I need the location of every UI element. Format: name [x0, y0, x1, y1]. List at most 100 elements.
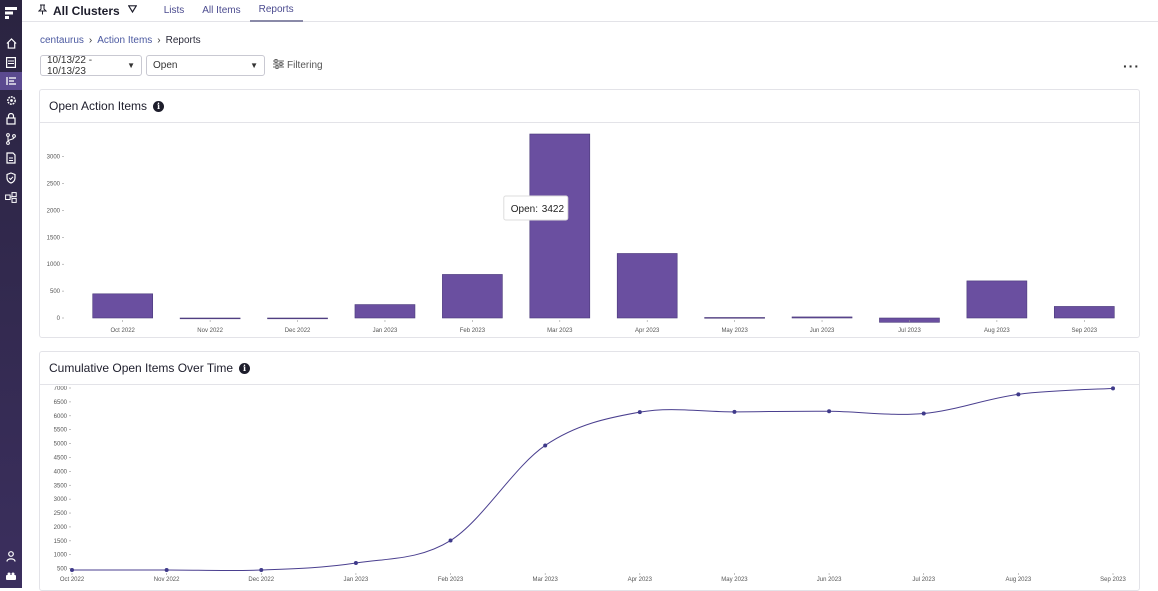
x-tick-label: Dec 2022	[248, 577, 274, 583]
info-icon[interactable]: i	[239, 362, 251, 374]
y-tick-label: 1500	[47, 235, 61, 241]
bar	[791, 316, 853, 319]
y-tick-label: 1000	[54, 553, 68, 559]
shield-icon[interactable]	[4, 171, 18, 185]
info-icon[interactable]: i	[153, 100, 165, 112]
data-point	[164, 568, 169, 572]
team-icon[interactable]	[4, 569, 18, 583]
line-chart-title: Cumulative Open Items Over Time	[49, 361, 234, 375]
y-tick-label: 0	[57, 316, 61, 322]
x-tick-label: Aug 2023	[984, 328, 1010, 334]
x-tick-label: Oct 2022	[60, 577, 85, 583]
settings-icon[interactable]	[4, 93, 18, 107]
data-point	[70, 568, 74, 572]
branch-icon[interactable]	[4, 132, 18, 146]
top-bar: All Clusters Lists All Items Reports	[22, 0, 1158, 22]
bar	[616, 253, 678, 319]
cluster-label: All Clusters	[53, 3, 120, 18]
data-point	[637, 410, 642, 415]
open-action-items-card: Open Action Items i 0 500 1000 1500 2000 2500…	[39, 89, 1140, 338]
card-title: Cumulative Open Items Over Time i	[40, 352, 1139, 385]
x-tick-label: Mar 2023	[533, 577, 559, 583]
y-tick-label: 5000	[54, 442, 68, 448]
bar	[267, 317, 328, 320]
tab-bar: Lists All Items Reports	[155, 0, 303, 22]
filtering-button[interactable]: Filtering	[273, 59, 323, 72]
data-point	[543, 443, 548, 448]
y-tick-label: 1500	[54, 539, 68, 545]
list-icon[interactable]	[4, 55, 18, 69]
data-point	[1111, 386, 1115, 391]
breadcrumb: centaurus › Action Items › Reports	[40, 35, 201, 46]
y-tick-label: 1000	[47, 262, 61, 268]
x-tick-label: Apr 2023	[635, 328, 660, 334]
x-tick-label: Nov 2022	[154, 577, 180, 583]
tab-all-items[interactable]: All Items	[202, 5, 241, 16]
bar	[966, 280, 1028, 319]
logo-icon[interactable]	[4, 6, 18, 20]
tab-reports[interactable]: Reports	[249, 0, 303, 22]
bar	[442, 274, 503, 319]
home-icon[interactable]	[4, 36, 18, 50]
caret-down-icon: ▼	[250, 61, 258, 70]
x-tick-label: Jun 2023	[817, 577, 842, 583]
bar	[179, 317, 241, 320]
bar	[529, 133, 591, 319]
bar	[704, 317, 765, 319]
sidebar	[0, 0, 22, 588]
user-icon[interactable]	[4, 549, 18, 563]
x-tick-label: Aug 2023	[1006, 577, 1032, 583]
y-tick-label: 3000	[54, 497, 68, 503]
card-title: Open Action Items i	[40, 90, 1139, 123]
data-point	[353, 561, 358, 566]
bar-chart: 0 500 1000 1500 2000 2500 3000 Oct 2022 Nov 2022…	[47, 133, 1115, 334]
y-tick-label: 4000	[54, 469, 68, 475]
tooltip-label: Open:	[511, 204, 538, 215]
bar	[1053, 306, 1115, 319]
y-tick-label: 5500	[54, 428, 68, 434]
tab-lists[interactable]: Lists	[163, 5, 185, 16]
action-items-icon[interactable]	[0, 72, 22, 90]
x-tick-label: Dec 2022	[285, 328, 311, 334]
data-point	[732, 409, 737, 414]
y-tick-label: 2500	[47, 182, 61, 188]
caret-down-icon: ▼	[127, 61, 135, 70]
sliders-icon	[273, 59, 284, 72]
more-options-icon[interactable]: ···	[1123, 58, 1140, 74]
x-tick-label: Jan 2023	[344, 577, 369, 583]
data-point	[259, 568, 264, 572]
chevron-right-icon: ›	[157, 35, 161, 46]
x-tick-label: Jan 2023	[373, 328, 398, 334]
series-line	[72, 387, 1114, 572]
chevron-right-icon: ›	[88, 35, 93, 46]
report-icon[interactable]	[4, 151, 18, 165]
bar	[92, 293, 154, 319]
x-tick-label: Jun 2023	[810, 328, 835, 334]
pin-icon[interactable]	[37, 4, 48, 18]
cumulative-items-card: Cumulative Open Items Over Time i 500 100…	[39, 351, 1140, 591]
lock-icon[interactable]	[4, 112, 18, 126]
y-tick-label: 2500	[54, 511, 68, 517]
breadcrumb-action-items[interactable]: Action Items	[97, 35, 153, 46]
y-tick-label: 3500	[54, 483, 68, 489]
tooltip-box	[503, 195, 569, 221]
x-tick-label: Sep 2023	[1071, 328, 1097, 334]
cluster-selector[interactable]: All Clusters	[37, 3, 138, 18]
tooltip-value: 3422	[542, 204, 565, 215]
x-tick-label: Oct 2022	[111, 328, 136, 334]
x-tick-label: Mar 2023	[547, 328, 573, 334]
integrations-icon[interactable]	[4, 190, 18, 204]
bar	[354, 304, 416, 319]
breadcrumb-centaurus[interactable]: centaurus	[40, 35, 84, 46]
date-range-value: 10/13/22 - 10/13/23	[47, 54, 93, 77]
y-tick-label: 7000	[54, 386, 68, 392]
status-select[interactable]: Open ▼	[146, 55, 265, 76]
y-tick-label: 4500	[54, 455, 68, 461]
chevron-down-icon[interactable]	[127, 5, 138, 16]
line-chart: 500 1000 1500 2000 2500 3000 3500 4000 4500 5000 5…	[54, 386, 1127, 583]
x-tick-label: Sep 2023	[1100, 577, 1126, 583]
date-range-select[interactable]: 10/13/22 - 10/13/23 ▼	[40, 54, 142, 77]
filtering-label: Filtering	[287, 60, 323, 71]
data-point	[921, 411, 926, 416]
data-point	[1016, 392, 1021, 397]
